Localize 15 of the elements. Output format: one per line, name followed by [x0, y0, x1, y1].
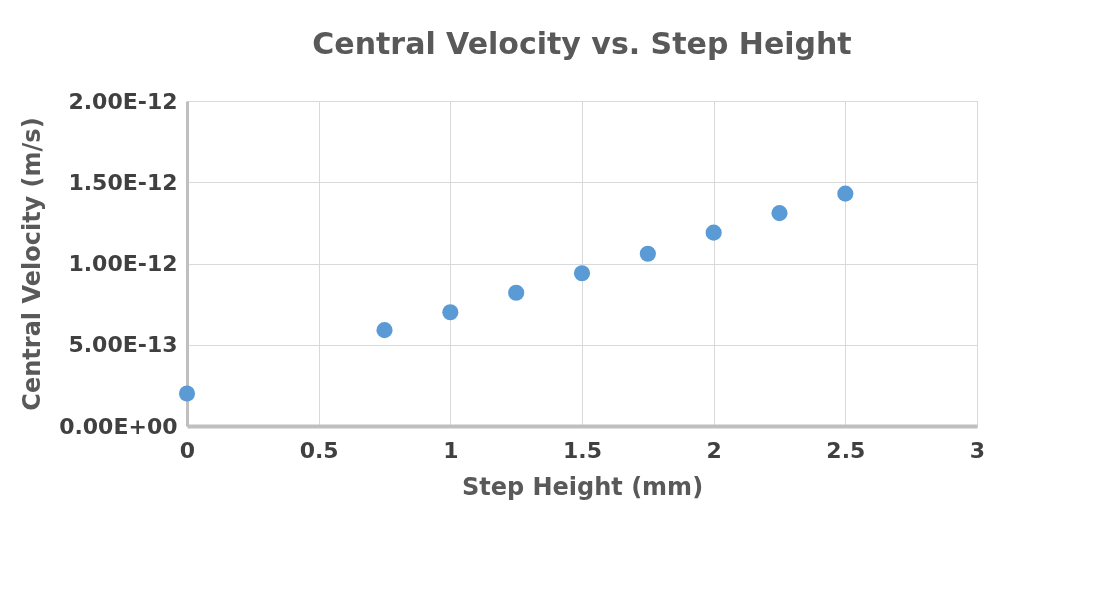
- x-tick-label: 2.5: [826, 437, 866, 463]
- chart-title: Central Velocity vs. Step Height: [312, 26, 852, 61]
- x-tick-label: 1.5: [563, 437, 602, 463]
- x-tick-label: 0: [179, 437, 196, 463]
- x-tick-label: 0.5: [299, 437, 339, 463]
- x-axis-title: Step Height (mm): [461, 472, 704, 501]
- x-tick-label: 3: [969, 437, 986, 463]
- y-tick-label: 2.00E-12: [68, 88, 178, 114]
- y-tick-label: 0.00E+00: [59, 413, 178, 439]
- y-axis-title: Central Velocity (m/s): [18, 117, 47, 411]
- x-tick-label: 2: [706, 437, 722, 463]
- y-tick-label: 5.00E-13: [68, 332, 178, 358]
- y-tick-label: 1.50E-12: [68, 169, 178, 195]
- y-tick-label: 1.00E-12: [68, 251, 178, 276]
- x-tick-label: 1: [443, 437, 459, 463]
